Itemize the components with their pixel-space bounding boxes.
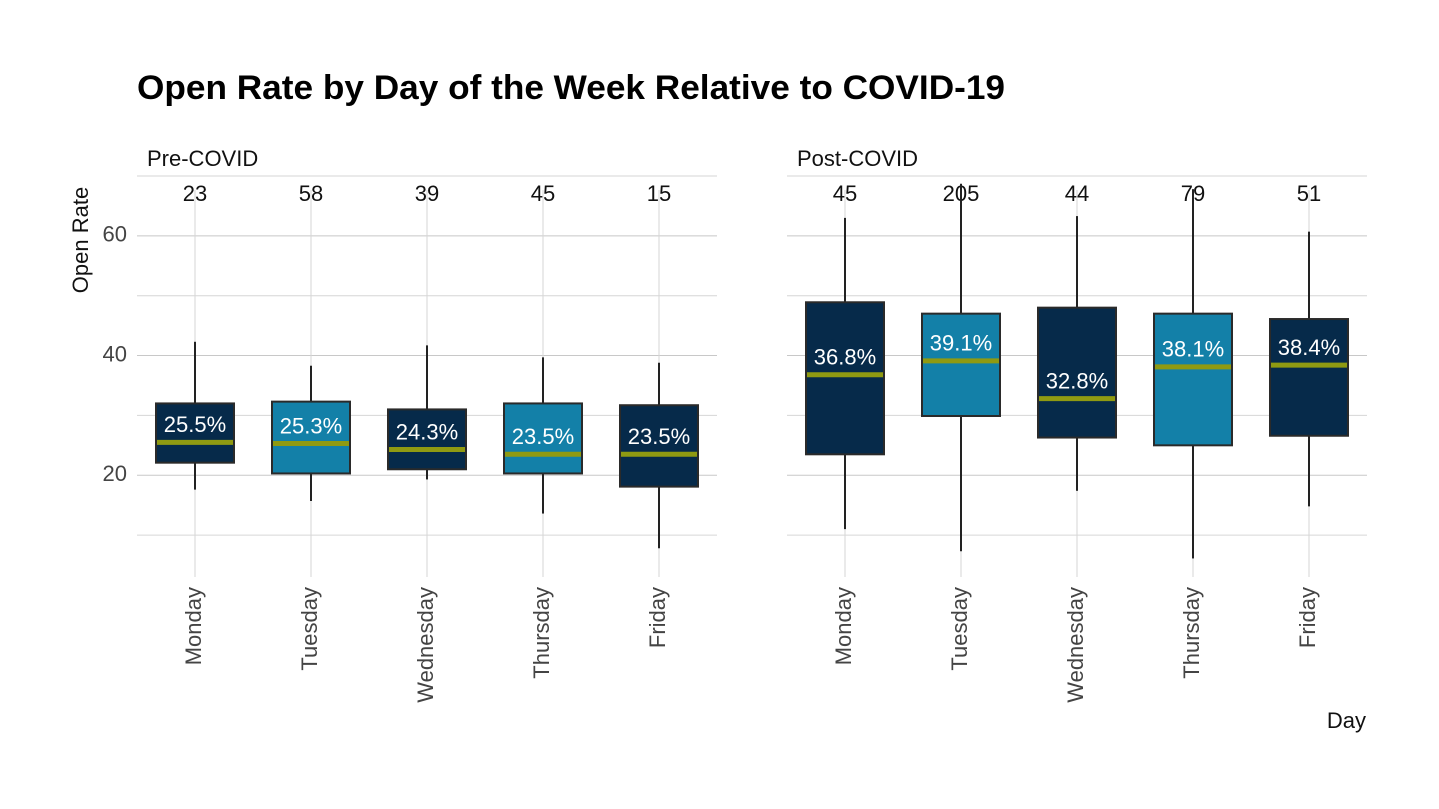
x-tick-label: Tuesday [297,587,322,671]
median-label: 38.4% [1278,335,1340,360]
x-tick-label: Monday [181,587,206,665]
median-label: 32.8% [1046,368,1108,393]
box [387,408,467,471]
count-label: 44 [1065,181,1089,206]
median-label: 23.5% [628,424,690,449]
median-label: 36.8% [814,345,876,370]
box [1269,318,1349,437]
x-tick-label: Wednesday [1063,587,1088,703]
count-label: 58 [299,181,323,206]
x-tick-label: Tuesday [947,587,972,671]
box [271,400,351,475]
count-label: 45 [833,181,857,206]
y-tick-label: 20 [103,461,127,486]
x-axis-label: Day [1327,708,1366,733]
median-label: 23.5% [512,424,574,449]
median-label: 38.1% [1162,337,1224,362]
median-label: 25.5% [164,412,226,437]
x-tick-label: Wednesday [413,587,438,703]
box [921,312,1001,417]
y-axis-label: Open Rate [68,187,93,293]
box [155,402,235,464]
median-label: 39.1% [930,331,992,356]
count-label: 51 [1297,181,1321,206]
count-label: 39 [415,181,439,206]
x-tick-label: Thursday [1179,587,1204,679]
count-label: 23 [183,181,207,206]
count-label: 45 [531,181,555,206]
box [805,301,885,456]
median-label: 24.3% [396,419,458,444]
median-label: 25.3% [280,413,342,438]
x-tick-label: Friday [1295,587,1320,648]
panel-title: Pre-COVID [147,146,258,171]
y-tick-label: 40 [103,341,127,366]
box [503,402,583,475]
panel-title: Post-COVID [797,146,918,171]
count-label: 15 [647,181,671,206]
box [619,404,699,488]
box [1153,312,1233,447]
x-tick-label: Monday [831,587,856,665]
box [1037,306,1117,439]
x-tick-label: Thursday [529,587,554,679]
y-tick-label: 60 [103,222,127,247]
chart-title: Open Rate by Day of the Week Relative to… [137,69,1005,107]
x-tick-label: Friday [645,587,670,648]
